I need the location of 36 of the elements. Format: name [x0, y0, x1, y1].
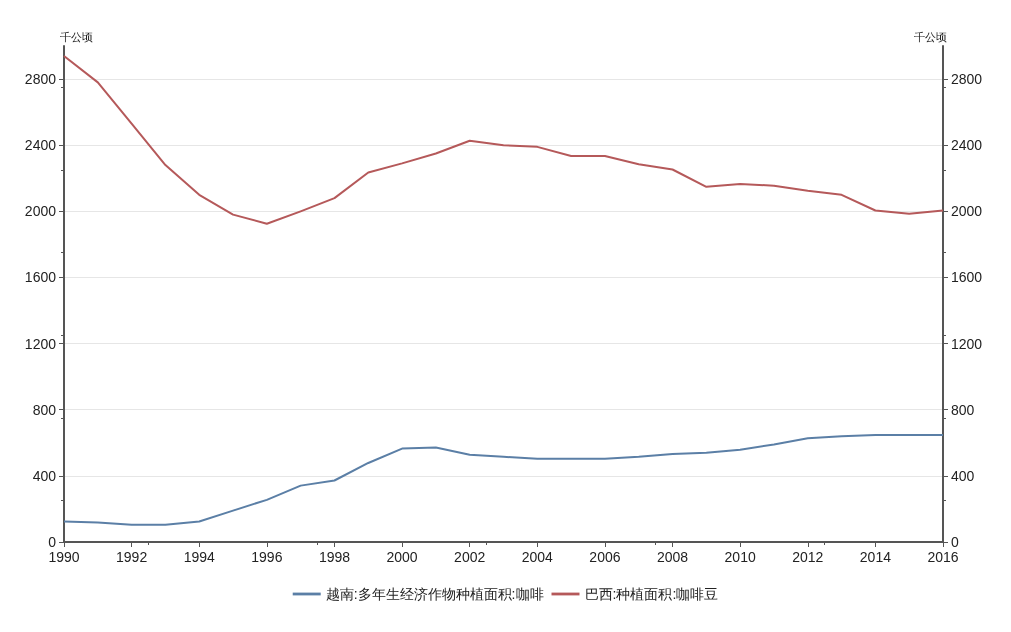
y2-tick-label: 0 [951, 534, 959, 550]
x-tick-label: 2014 [859, 549, 892, 565]
x-tick-label: 1990 [48, 549, 80, 565]
x-tick-label: 1996 [251, 549, 283, 565]
x-tick-label: 1992 [116, 549, 148, 565]
legend-label: 越南:多年生经济作物种植面积:咖啡 [325, 586, 544, 602]
y-tick-label: 2400 [24, 137, 57, 154]
x-tick-label: 1998 [318, 549, 351, 565]
y2-tick-label: 800 [951, 401, 975, 418]
y-axis-title: 千公顷 [60, 30, 93, 43]
y-tick-label: 1200 [24, 335, 57, 352]
y2-tick-label: 1200 [951, 335, 983, 352]
y-tick-label: 0 [48, 534, 57, 550]
y-tick-label: 800 [32, 401, 57, 418]
y-tick-label: 2800 [24, 71, 57, 88]
x-tick-label: 2002 [454, 549, 486, 565]
x-tick-label: 2016 [927, 549, 959, 565]
x-tick-label: 2000 [386, 549, 418, 565]
x-tick-label: 2008 [656, 549, 689, 565]
y-tick-label: 2000 [24, 203, 57, 220]
y2-tick-label: 1600 [951, 269, 983, 286]
y-tick-label: 400 [32, 467, 57, 484]
y-tick-label: 1600 [24, 269, 57, 286]
x-tick-label: 2012 [792, 549, 824, 565]
line-series [63, 434, 944, 526]
x-tick-label: 2004 [521, 549, 554, 565]
y2-tick-label: 2000 [951, 203, 983, 220]
y2-axis-title: 千公顷 [914, 30, 947, 43]
x-tick-label: 1994 [183, 549, 216, 565]
line-series [63, 54, 944, 225]
legend-label: 巴西:种植面积:咖啡豆 [584, 586, 719, 602]
y2-tick-label: 2400 [951, 137, 983, 154]
y2-tick-label: 400 [951, 467, 975, 484]
y2-tick-label: 2800 [951, 71, 983, 88]
x-tick-label: 2010 [724, 549, 756, 565]
x-tick-label: 2006 [589, 549, 621, 565]
